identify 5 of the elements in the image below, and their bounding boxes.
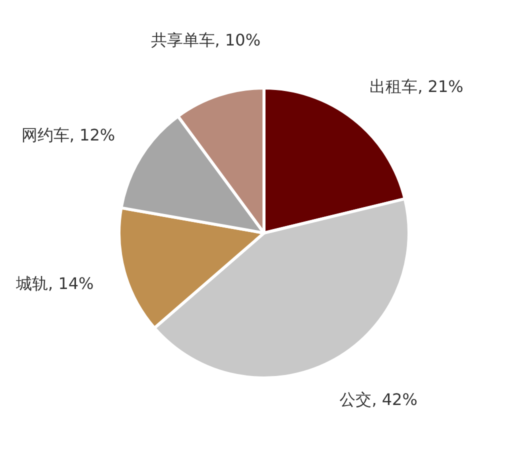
slice-label: 城轨, 14% — [15, 274, 94, 293]
slice-label: 共享单车, 10% — [150, 30, 261, 50]
slice-label: 出租车, 21% — [370, 77, 464, 96]
slice-label: 网约车, 12% — [21, 125, 116, 144]
slice-label: 公交, 42% — [340, 390, 418, 410]
